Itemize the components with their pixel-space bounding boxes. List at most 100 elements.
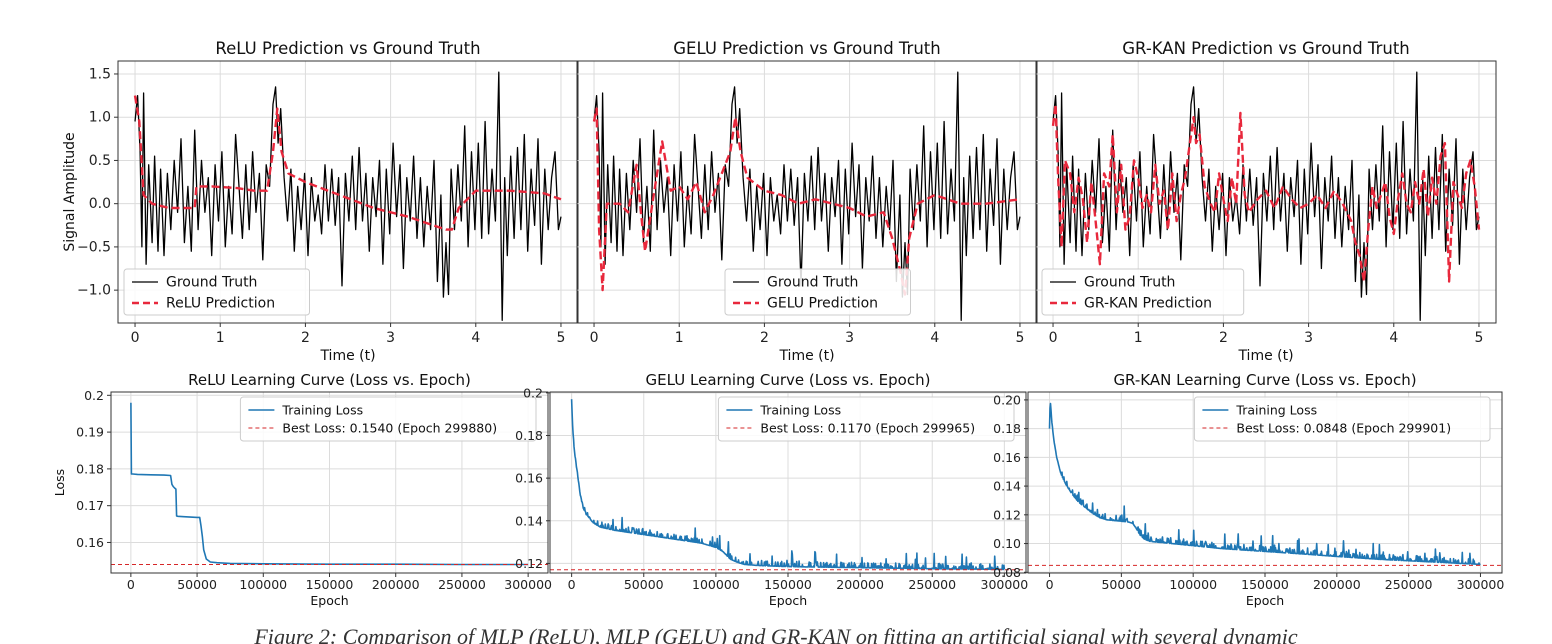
chart-title: ReLU Learning Curve (Loss vs. Epoch)	[188, 371, 471, 389]
y-tick-label: −0.5	[77, 239, 111, 255]
x-tick-label: 1	[1134, 330, 1143, 346]
chart-panel: GR-KAN Prediction vs Ground Truth 0 1 2 3 4 5 T…	[1035, 39, 1497, 364]
ground-truth-line	[593, 71, 1021, 322]
x-tick-label: 300000	[504, 577, 552, 592]
x-tick-label: 0	[1046, 577, 1054, 592]
legend: Training Loss Best Loss: 0.1540 (Epoch 29…	[239, 396, 537, 442]
x-tick-label: 0	[127, 577, 135, 592]
x-tick-label: 2	[301, 330, 310, 346]
x-tick-label: 1	[216, 330, 225, 346]
y-tick-label: 0.5	[89, 153, 111, 169]
x-tick-label: 50000	[624, 577, 664, 592]
x-tick-label: 1	[675, 330, 684, 346]
x-tick-label: 5	[1475, 330, 1484, 346]
y-tick-label: 0.16	[515, 471, 543, 486]
x-axis-label: Epoch	[310, 593, 348, 608]
y-tick-label: 0.19	[76, 425, 104, 440]
training-loss-line	[570, 399, 1006, 571]
plot-area	[1028, 402, 1502, 566]
y-axis-label: Loss	[52, 469, 67, 496]
chart-title: GELU Learning Curve (Loss vs. Epoch)	[646, 371, 931, 389]
x-tick-label: 3	[386, 330, 395, 346]
y-tick-label: 0.18	[993, 421, 1021, 436]
x-tick-label: 200000	[1313, 577, 1361, 592]
legend-label: Ground Truth	[1084, 275, 1175, 291]
legend: Training Loss Best Loss: 0.0848 (Epoch 29…	[1193, 396, 1491, 442]
legend-label: Ground Truth	[767, 275, 858, 291]
x-tick-label: 0	[568, 577, 576, 592]
legend-label: Training Loss	[281, 403, 363, 418]
legend-label: Best Loss: 0.1540 (Epoch 299880)	[282, 421, 497, 436]
y-tick-label: 0.20	[993, 392, 1021, 407]
plot-area	[133, 71, 562, 322]
prediction-line	[133, 95, 562, 231]
legend-box	[123, 268, 310, 316]
x-tick-label: 0	[1049, 330, 1058, 346]
x-axis-label: Epoch	[769, 593, 807, 608]
plot-area	[111, 402, 548, 566]
x-tick-label: 3	[1304, 330, 1313, 346]
x-tick-label: 300000	[981, 577, 1029, 592]
chart-panel: ReLU Prediction vs Ground Truth 0 1 2 3 4 5 −1.…	[62, 39, 579, 364]
legend-label: Training Loss	[1235, 403, 1317, 418]
x-tick-label: 100000	[1169, 577, 1217, 592]
y-tick-label: 0.08	[993, 565, 1021, 580]
y-tick-label: 0.12	[515, 556, 543, 571]
x-tick-label: 50000	[177, 577, 217, 592]
x-tick-label: 50000	[1101, 577, 1141, 592]
legend-label: Best Loss: 0.1170 (Epoch 299965)	[760, 421, 975, 436]
x-axis-label: Time (t)	[778, 348, 834, 364]
x-tick-label: 200000	[836, 577, 884, 592]
axes-frame	[110, 391, 549, 574]
chart-title: GR-KAN Prediction vs Ground Truth	[1122, 39, 1410, 58]
y-tick-label: 0.18	[76, 461, 104, 476]
y-tick-label: 0.16	[993, 450, 1021, 465]
x-tick-label: 250000	[438, 577, 486, 592]
x-tick-label: 200000	[372, 577, 420, 592]
legend: Ground Truth ReLU Prediction	[123, 268, 310, 316]
chart-panel: GELU Prediction vs Ground Truth 0 1 2 3 4 5 Tim…	[576, 39, 1038, 364]
axes-frame	[576, 60, 1038, 324]
y-tick-label: 0.2	[523, 385, 543, 400]
y-tick-label: 1.0	[89, 110, 111, 126]
legend-box	[239, 396, 537, 442]
x-tick-label: 250000	[908, 577, 956, 592]
axes-frame	[1027, 391, 1503, 574]
chart-panel: GELU Learning Curve (Loss vs. Epoch) 0 500…	[515, 371, 1028, 608]
training-loss-line	[1048, 402, 1481, 566]
chart-panel: GR-KAN Learning Curve (Loss vs. Epoch) 0 5…	[993, 371, 1504, 608]
x-tick-label: 2	[760, 330, 769, 346]
x-tick-label: 4	[1389, 330, 1398, 346]
legend-box	[1041, 268, 1245, 316]
chart-panel: ReLU Learning Curve (Loss vs. Epoch) 0 500…	[52, 371, 552, 608]
ground-truth-line	[134, 71, 562, 322]
x-axis-label: Epoch	[1246, 593, 1284, 608]
x-tick-label: 2	[1219, 330, 1228, 346]
x-tick-label: 100000	[239, 577, 287, 592]
x-tick-label: 0	[131, 330, 140, 346]
x-tick-label: 5	[1016, 330, 1025, 346]
y-tick-label: 0.18	[515, 428, 543, 443]
x-tick-label: 4	[930, 330, 939, 346]
legend-label: Ground Truth	[166, 275, 257, 291]
y-axis-label: Signal Amplitude	[62, 132, 78, 251]
legend-box	[1193, 396, 1491, 442]
y-tick-label: 0.16	[76, 535, 104, 550]
legend-label: Best Loss: 0.0848 (Epoch 299901)	[1236, 421, 1451, 436]
legend-label: ReLU Prediction	[166, 296, 275, 312]
y-tick-label: 0.14	[993, 479, 1021, 494]
x-tick-label: 100000	[692, 577, 740, 592]
chart-title: GELU Prediction vs Ground Truth	[673, 39, 940, 58]
legend-box	[724, 268, 911, 316]
y-tick-label: 0.14	[515, 513, 543, 528]
legend: Ground Truth GR-KAN Prediction	[1041, 268, 1245, 316]
y-tick-label: −1.0	[77, 283, 111, 299]
x-axis-label: Time (t)	[1237, 348, 1293, 364]
y-tick-label: 0.17	[76, 498, 104, 513]
axes-frame	[549, 391, 1027, 574]
axes-frame	[117, 60, 579, 324]
x-tick-label: 5	[557, 330, 566, 346]
x-tick-label: 150000	[1241, 577, 1289, 592]
y-tick-label: 0.12	[993, 507, 1021, 522]
